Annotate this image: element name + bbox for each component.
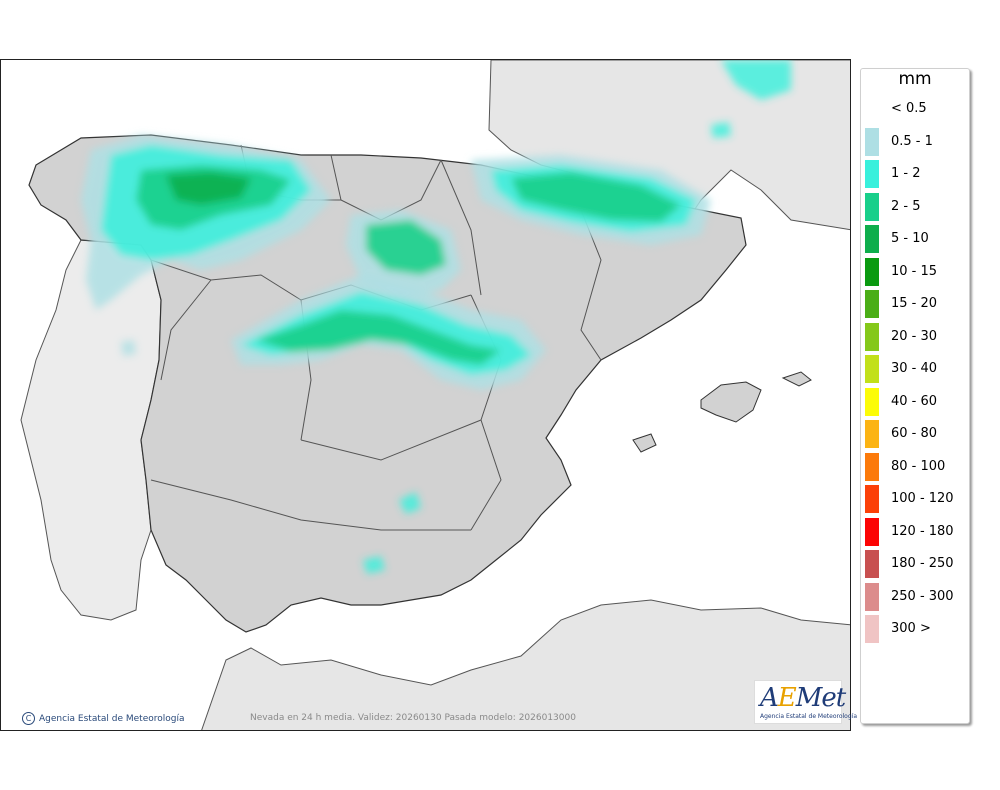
legend-label: 15 - 20 <box>891 296 938 311</box>
legend-swatch <box>865 615 879 643</box>
legend-item: 180 - 250 <box>861 550 969 578</box>
mallorca <box>700 381 762 423</box>
legend-label: 300 > <box>891 621 931 636</box>
legend-label: 80 - 100 <box>891 458 946 474</box>
legend-swatch <box>865 127 879 156</box>
legend-unit: mm <box>898 69 932 89</box>
legend-item: 80 - 100 <box>861 452 969 481</box>
legend-swatch <box>865 225 879 253</box>
legend-item: 120 - 180 <box>861 517 969 546</box>
legend-swatch <box>865 257 879 286</box>
legend-swatch <box>865 95 879 123</box>
legend-item: 0.5 - 1 <box>861 127 969 156</box>
legend-swatch <box>865 582 879 611</box>
legend-item: 15 - 20 <box>861 290 969 318</box>
legend-swatch <box>865 192 879 221</box>
legend-item: 20 - 30 <box>861 322 969 351</box>
logo-letter-e: E <box>777 683 797 713</box>
agency-credit-text: Agencia Estatal de Meteorología <box>39 713 185 724</box>
legend-label: 250 - 300 <box>891 588 954 604</box>
legend-item: 40 - 60 <box>861 387 969 416</box>
legend-item: 250 - 300 <box>861 582 969 611</box>
snowfall-areas <box>81 60 791 574</box>
copyright-icon: C <box>22 712 35 725</box>
legend-swatch <box>865 485 879 513</box>
legend-swatch <box>865 452 879 481</box>
legend-item: 1 - 2 <box>861 160 969 188</box>
legend-swatch <box>865 420 879 448</box>
legend-label: 120 - 180 <box>891 523 954 539</box>
legend-swatch <box>865 387 879 416</box>
legend-label: 40 - 60 <box>891 393 938 409</box>
legend-label: 30 - 40 <box>891 361 938 376</box>
legend-label: 20 - 30 <box>891 328 938 344</box>
legend-item: 30 - 40 <box>861 355 969 383</box>
map-caption: Nevada en 24 h media. Validez: 20260130 … <box>250 713 576 723</box>
legend-swatch <box>865 290 879 318</box>
logo-letters-met: Met <box>795 683 846 713</box>
logo-letter-a: A <box>760 683 779 713</box>
legend-item: 100 - 120 <box>861 485 969 513</box>
legend-item: 10 - 15 <box>861 257 969 286</box>
legend-item: < 0.5 <box>861 95 969 123</box>
aemet-logo: AEMet Agencia Estatal de Meteorología <box>754 680 857 724</box>
legend-label: 60 - 80 <box>891 426 938 441</box>
legend-item: 60 - 80 <box>861 420 969 448</box>
legend-label: 0.5 - 1 <box>891 133 933 149</box>
legend-label: 10 - 15 <box>891 263 938 279</box>
legend-swatch <box>865 322 879 351</box>
legend-swatch <box>865 550 879 578</box>
map-graphic <box>1 60 850 730</box>
snowfall-map <box>0 59 851 731</box>
legend-item: 5 - 10 <box>861 225 969 253</box>
legend-label: 5 - 10 <box>891 231 929 246</box>
africa-landmass <box>201 599 850 730</box>
legend-label: 100 - 120 <box>891 491 954 506</box>
legend-item: 300 > <box>861 615 969 643</box>
legend-swatch <box>865 160 879 188</box>
aemet-logo-subtitle: Agencia Estatal de Meteorología <box>760 713 857 720</box>
legend-swatch <box>865 355 879 383</box>
legend-label: 1 - 2 <box>891 166 921 181</box>
menorca <box>781 371 812 387</box>
legend-swatch <box>865 517 879 546</box>
legend-item: 2 - 5 <box>861 192 969 221</box>
legend-label: < 0.5 <box>891 101 927 116</box>
agency-credit: C Agencia Estatal de Meteorología <box>22 712 185 725</box>
legend-label: 180 - 250 <box>891 556 954 571</box>
ibiza <box>632 433 657 453</box>
precipitation-legend: mm < 0.5 0.5 - 1 1 - 2 2 - 5 5 - 10 10 - 15 15… <box>860 68 970 724</box>
legend-label: 2 - 5 <box>891 198 921 214</box>
aemet-logo-word: AEMet <box>760 683 846 713</box>
